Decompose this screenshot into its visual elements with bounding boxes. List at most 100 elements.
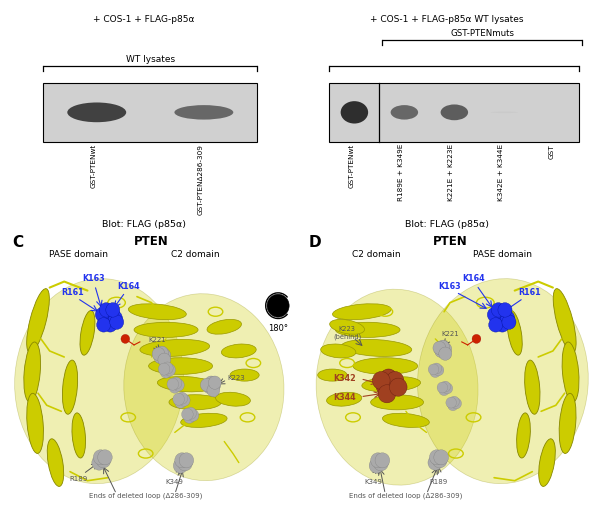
Circle shape [169,381,181,393]
Ellipse shape [316,289,478,485]
Circle shape [491,303,505,317]
Text: + COS-1 + FLAG-p85α WT lysates: + COS-1 + FLAG-p85α WT lysates [370,15,524,24]
Text: K221: K221 [149,338,166,343]
Circle shape [433,365,444,376]
Ellipse shape [440,105,468,120]
Circle shape [182,408,193,420]
Circle shape [493,307,507,321]
Circle shape [175,396,187,408]
Circle shape [160,366,172,378]
Circle shape [378,385,396,403]
Ellipse shape [329,320,365,334]
Circle shape [98,313,112,328]
Circle shape [437,382,448,393]
Ellipse shape [169,394,221,410]
Circle shape [158,348,171,362]
Ellipse shape [341,340,412,357]
Ellipse shape [553,289,576,353]
Ellipse shape [562,342,579,402]
Ellipse shape [175,105,233,120]
Circle shape [373,371,390,389]
Circle shape [490,313,504,328]
Circle shape [161,362,173,374]
Circle shape [449,396,460,407]
Text: R189: R189 [429,479,448,485]
Circle shape [451,398,461,409]
Circle shape [448,400,458,411]
Circle shape [389,378,407,396]
Ellipse shape [47,439,64,486]
Bar [329,83,580,142]
Text: K349: K349 [166,479,184,485]
Circle shape [158,353,171,366]
Circle shape [267,294,289,317]
Text: Ends of deleted loop (Δ286-309): Ends of deleted loop (Δ286-309) [349,492,463,499]
Circle shape [187,409,199,421]
Ellipse shape [181,413,227,427]
Circle shape [500,311,515,325]
Ellipse shape [26,289,49,353]
Ellipse shape [332,304,391,320]
Text: K164: K164 [117,282,140,290]
Circle shape [164,364,176,376]
Text: K349: K349 [365,479,382,485]
Circle shape [106,303,120,317]
Circle shape [439,343,452,356]
Circle shape [173,379,184,391]
Text: GST-PTENΔ286-309: GST-PTENΔ286-309 [198,144,204,215]
Text: K221E + K223E: K221E + K223E [448,144,454,201]
Circle shape [434,450,449,465]
Ellipse shape [320,344,356,358]
Ellipse shape [24,342,41,402]
Text: + COS-1 + FLAG-p85α: + COS-1 + FLAG-p85α [93,15,195,24]
Ellipse shape [517,413,530,458]
Circle shape [446,397,457,408]
Circle shape [97,318,110,332]
Circle shape [371,453,385,468]
Ellipse shape [391,105,418,120]
Ellipse shape [341,101,368,124]
Circle shape [439,347,452,360]
Circle shape [498,307,512,321]
Text: PTEN: PTEN [134,235,169,248]
Ellipse shape [134,322,198,338]
Circle shape [498,303,512,317]
Circle shape [110,315,124,329]
Text: Ends of deleted loop (Δ286-309): Ends of deleted loop (Δ286-309) [89,492,202,499]
Circle shape [377,378,394,396]
Circle shape [99,303,113,317]
Circle shape [106,307,120,321]
Circle shape [487,307,502,322]
Circle shape [369,458,384,473]
Text: R161: R161 [62,288,84,297]
Circle shape [154,350,167,364]
Text: R189: R189 [70,476,88,482]
Circle shape [205,376,218,389]
Text: K164: K164 [462,274,485,283]
Circle shape [103,318,117,332]
Ellipse shape [27,393,43,453]
Circle shape [94,450,108,465]
Circle shape [200,378,213,391]
Ellipse shape [371,394,424,410]
Circle shape [103,311,117,325]
Text: GST: GST [548,144,554,159]
Circle shape [495,318,509,332]
Text: K163: K163 [439,282,461,290]
Circle shape [95,307,109,322]
Circle shape [173,393,184,405]
Circle shape [374,456,388,471]
Ellipse shape [362,377,421,392]
Circle shape [98,450,112,465]
Circle shape [440,381,451,392]
Circle shape [428,364,439,375]
Text: WT lysates: WT lysates [126,54,175,64]
Circle shape [430,450,444,465]
Text: C: C [12,235,23,250]
Ellipse shape [140,340,209,357]
Circle shape [92,455,106,470]
Text: PASE domain: PASE domain [49,250,108,259]
Circle shape [431,363,442,374]
Ellipse shape [80,310,95,355]
Circle shape [158,363,170,375]
